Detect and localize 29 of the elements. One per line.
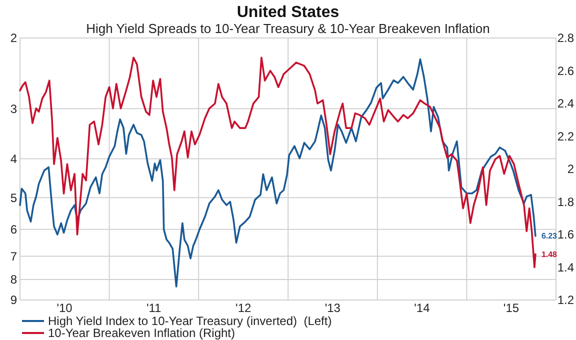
y2-tick-label: 1.8 [557,194,574,209]
legend-label: High Yield Index to 10-Year Treasury (inverted) (Left) [48,314,332,328]
x-tick-label: '14 [414,301,430,316]
y-tick-label: 2 [10,31,18,46]
y2-tick-label: 2.2 [557,129,574,144]
y2-tick-label: 1.6 [557,228,574,242]
y2-tick-label: 1.2 [557,293,574,308]
y-tick-label: 7 [10,249,18,264]
y-tick-label: 9 [10,293,18,308]
y-tick-label: 3 [10,102,18,116]
chart-title: United States [236,4,340,21]
x-tick-label: '10 [56,301,73,316]
data-label: 6.23 [541,232,558,241]
y-tick-label: 6 [10,222,18,237]
x-tick-label: '11 [146,301,162,316]
x-tick-label: '15 [503,301,520,316]
y-tick-label: 5 [10,190,18,205]
x-tick-label: '12 [236,301,252,316]
y-tick-label: 8 [10,272,18,287]
legend-label: 10-Year Breakeven Inflation (Right) [48,326,235,340]
y-tick-label: 4 [10,152,18,166]
x-tick-label: '13 [324,301,341,316]
y2-tick-label: 1.4 [557,260,574,274]
y2-tick-label: 2.6 [557,64,574,78]
chart-subtitle: High Yield Spreads to 10-Year Treasury & 10-Year Breakeven Inflation [86,21,490,36]
y2-tick-label: 2.8 [557,31,574,46]
y2-tick-label: 2 [567,162,574,176]
y2-tick-label: 2.4 [557,96,574,111]
data-label: 1.48 [541,250,558,259]
